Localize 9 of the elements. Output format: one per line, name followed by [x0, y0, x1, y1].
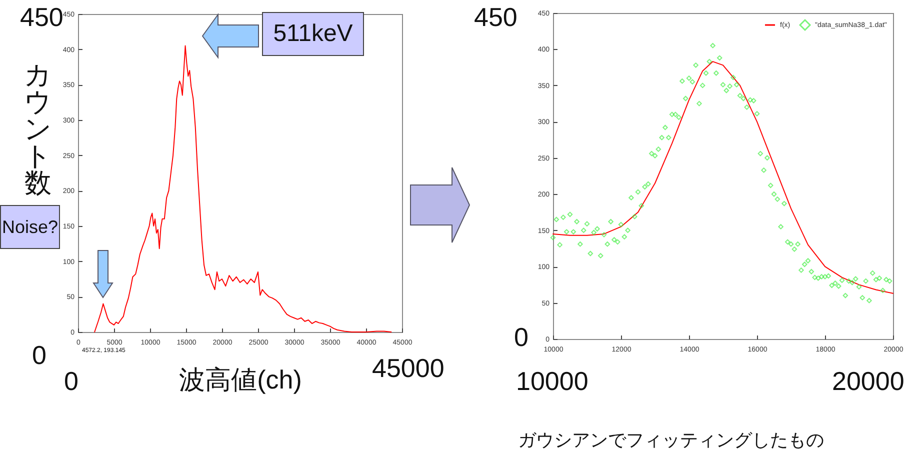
text: ガウシアンでフィッティングしたもの	[518, 429, 824, 452]
text: 20000	[832, 366, 904, 397]
text: 450	[474, 2, 518, 33]
x-axis-title: 波高値(ch)	[179, 364, 302, 394]
text: 10000	[516, 366, 588, 397]
y-axis-title: カウント数	[24, 60, 52, 198]
annotation: 511keV	[262, 12, 364, 56]
line-series	[94, 45, 392, 332]
text: Noise?	[0, 205, 60, 249]
